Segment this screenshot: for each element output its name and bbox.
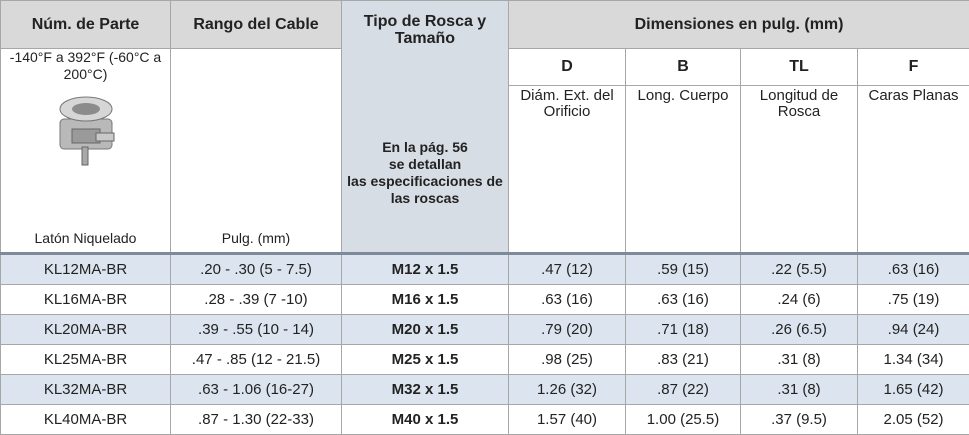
header-cell: Dimensiones en pulg. (mm) xyxy=(509,1,969,49)
dim-code: TL xyxy=(741,49,858,86)
header-text: Tipo de Rosca y Tamaño xyxy=(342,13,508,47)
cell: .75 (19) xyxy=(858,285,969,315)
cell: .94 (24) xyxy=(858,315,969,345)
units: Pulg. (mm) xyxy=(171,49,342,254)
dim-code: F xyxy=(858,49,969,86)
cell: .37 (9.5) xyxy=(741,405,858,435)
cell: .24 (6) xyxy=(741,285,858,315)
cell: .31 (8) xyxy=(741,345,858,375)
cell: .47 (12) xyxy=(509,254,626,285)
header-cell: Núm. de Parte xyxy=(1,1,171,49)
cell: M25 x 1.5 xyxy=(342,345,509,375)
dim-description: Caras Planas xyxy=(858,86,969,254)
cell: .63 (16) xyxy=(626,285,741,315)
temperature: -140°F a 392°F (-60°C a 200°C) xyxy=(1,49,170,83)
cell: KL40MA-BR xyxy=(1,405,171,435)
cell: M32 x 1.5 xyxy=(342,375,509,405)
dim-description: Longitud de Rosca xyxy=(741,86,858,254)
cell: .71 (18) xyxy=(626,315,741,345)
dim-code: B xyxy=(626,49,741,86)
cell: .63 - 1.06 (16-27) xyxy=(171,375,342,405)
header-cell: Rango del Cable xyxy=(171,1,342,49)
dim-description: Long. Cuerpo xyxy=(626,86,741,254)
cell: M20 x 1.5 xyxy=(342,315,509,345)
cell: .39 - .55 (10 - 14) xyxy=(171,315,342,345)
cell: 1.57 (40) xyxy=(509,405,626,435)
cell: M40 x 1.5 xyxy=(342,405,509,435)
cell: KL20MA-BR xyxy=(1,315,171,345)
cell: KL25MA-BR xyxy=(1,345,171,375)
cell: .79 (20) xyxy=(509,315,626,345)
cell: .26 (6.5) xyxy=(741,315,858,345)
connector-image xyxy=(46,89,126,169)
part-subheader: -140°F a 392°F (-60°C a 200°C) Latón Niq… xyxy=(1,49,171,254)
cell: KL12MA-BR xyxy=(1,254,171,285)
cell: 1.00 (25.5) xyxy=(626,405,741,435)
cell: .31 (8) xyxy=(741,375,858,405)
cell: M16 x 1.5 xyxy=(342,285,509,315)
dim-description: Diám. Ext. del Orificio xyxy=(509,86,626,254)
row: KL25MA-BR.47 - .85 (12 - 21.5)M25 x 1.5.… xyxy=(1,345,969,375)
note-line: se detallan xyxy=(342,156,508,173)
cell: .20 - .30 (5 - 7.5) xyxy=(171,254,342,285)
row: KL16MA-BR.28 - .39 (7 -10)M16 x 1.5.63 (… xyxy=(1,285,969,315)
cell: .83 (21) xyxy=(626,345,741,375)
cell: .87 (22) xyxy=(626,375,741,405)
row: KL20MA-BR.39 - .55 (10 - 14)M20 x 1.5.79… xyxy=(1,315,969,345)
cell: .47 - .85 (12 - 21.5) xyxy=(171,345,342,375)
cell: 2.05 (52) xyxy=(858,405,969,435)
cell: .63 (16) xyxy=(858,254,969,285)
cell: M12 x 1.5 xyxy=(342,254,509,285)
cell: .63 (16) xyxy=(509,285,626,315)
cell: 1.65 (42) xyxy=(858,375,969,405)
cell: KL32MA-BR xyxy=(1,375,171,405)
cell: KL16MA-BR xyxy=(1,285,171,315)
material: Latón Niquelado xyxy=(1,230,170,246)
cell: .87 - 1.30 (22-33) xyxy=(171,405,342,435)
note-line: las roscas xyxy=(342,190,508,207)
note-line: las especificaciones de xyxy=(342,173,508,190)
dim-code: D xyxy=(509,49,626,86)
cell: .98 (25) xyxy=(509,345,626,375)
cell: .59 (15) xyxy=(626,254,741,285)
cell: 1.26 (32) xyxy=(509,375,626,405)
cell: 1.34 (34) xyxy=(858,345,969,375)
cell: .22 (5.5) xyxy=(741,254,858,285)
cell: .28 - .39 (7 -10) xyxy=(171,285,342,315)
row: KL12MA-BR.20 - .30 (5 - 7.5)M12 x 1.5.47… xyxy=(1,254,969,285)
note-line: En la pág. 56 xyxy=(342,139,508,156)
